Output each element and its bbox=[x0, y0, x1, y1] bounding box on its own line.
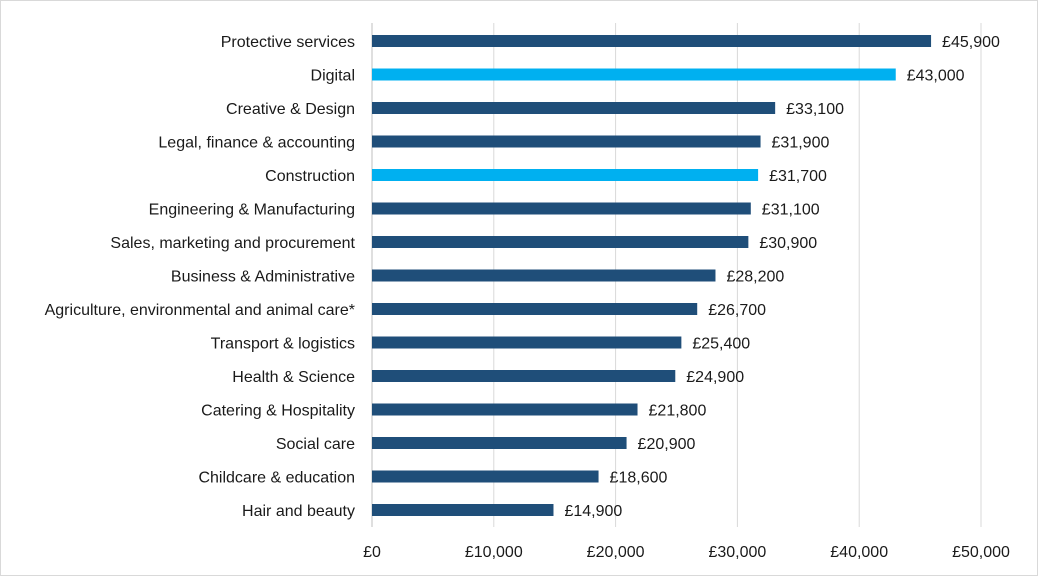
category-label: Sales, marketing and procurement bbox=[110, 235, 355, 252]
category-label: Health & Science bbox=[232, 369, 355, 386]
category-label: Agriculture, environmental and animal ca… bbox=[45, 302, 355, 319]
value-labels: £45,900 £43,000 £33,100 £31,900 £31,700 £31,1… bbox=[564, 34, 1000, 520]
category-label: Transport & logistics bbox=[211, 336, 355, 353]
data-label: £25,400 bbox=[692, 336, 750, 353]
bar bbox=[372, 135, 761, 148]
category-label: Protective services bbox=[221, 34, 355, 51]
x-tick-label: £40,000 bbox=[830, 544, 888, 561]
x-tick-label: £0 bbox=[363, 544, 381, 561]
bar bbox=[372, 403, 638, 416]
data-label: £18,600 bbox=[610, 470, 668, 487]
category-labels: Protective services Digital Creative & Des… bbox=[45, 34, 356, 520]
bar bbox=[372, 336, 682, 349]
data-label: £21,800 bbox=[649, 403, 707, 420]
data-label: £14,900 bbox=[564, 503, 622, 520]
data-label: £28,200 bbox=[726, 269, 784, 286]
x-tick-label: £10,000 bbox=[465, 544, 523, 561]
category-label: Hair and beauty bbox=[242, 503, 355, 520]
x-tick-label: £20,000 bbox=[587, 544, 645, 561]
category-label: Business & Administrative bbox=[171, 269, 355, 286]
bar bbox=[372, 35, 932, 47]
bar bbox=[372, 437, 627, 449]
category-label: Childcare & education bbox=[198, 470, 355, 487]
x-tick-label: £50,000 bbox=[952, 544, 1010, 561]
category-label: Creative & Design bbox=[226, 101, 355, 118]
data-label: £33,100 bbox=[786, 101, 844, 118]
bar bbox=[372, 169, 759, 181]
data-label: £31,100 bbox=[762, 202, 820, 219]
bar bbox=[372, 303, 698, 315]
category-label: Catering & Hospitality bbox=[201, 403, 355, 420]
category-label: Engineering & Manufacturing bbox=[149, 202, 355, 219]
x-axis-ticks: £0 £10,000 £20,000 £30,000 £40,000 £50,000 bbox=[363, 544, 1010, 561]
data-label: £45,900 bbox=[942, 34, 1000, 51]
category-label: Digital bbox=[311, 68, 355, 85]
bar bbox=[372, 102, 776, 114]
data-label: £30,900 bbox=[759, 235, 817, 252]
category-label: Social care bbox=[276, 436, 355, 453]
data-label: £26,700 bbox=[708, 302, 766, 319]
bar bbox=[372, 470, 599, 483]
bar bbox=[372, 504, 554, 516]
data-label: £31,700 bbox=[769, 168, 827, 185]
bar bbox=[372, 370, 676, 382]
data-label: £31,900 bbox=[772, 135, 830, 152]
bar bbox=[372, 202, 751, 215]
bar bbox=[372, 68, 896, 81]
x-tick-label: £30,000 bbox=[708, 544, 766, 561]
data-label: £24,900 bbox=[686, 369, 744, 386]
category-label: Legal, finance & accounting bbox=[158, 135, 355, 152]
bar bbox=[372, 236, 749, 248]
data-label: £43,000 bbox=[907, 68, 965, 85]
bar bbox=[372, 269, 716, 282]
bars bbox=[372, 35, 932, 516]
data-label: £20,900 bbox=[638, 436, 696, 453]
category-label: Construction bbox=[265, 168, 355, 185]
